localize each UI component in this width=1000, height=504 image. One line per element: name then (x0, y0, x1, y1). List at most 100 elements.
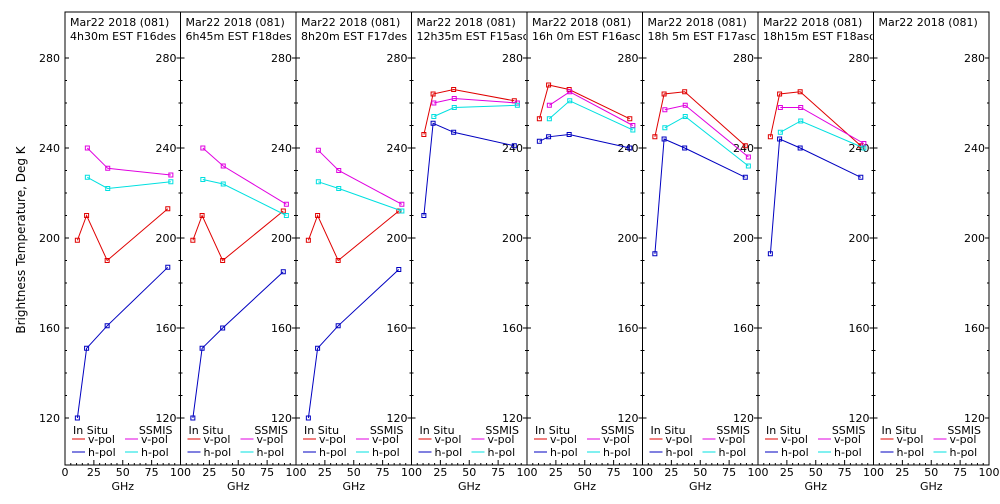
legend-ssmis-header: SSMIS (485, 424, 519, 437)
data-point (84, 145, 90, 151)
y-tick-label: 120 (964, 412, 985, 425)
panel-subtitle: 16h 0m EST F16asc (532, 30, 641, 43)
x-tick-label: 100 (170, 466, 191, 479)
data-point (546, 134, 552, 140)
y-tick-label: 160 (387, 322, 408, 335)
y-tick-label: 160 (733, 322, 754, 335)
y-tick-label: 240 (387, 142, 408, 155)
series-line (307, 210, 400, 262)
x-tick-label: 25 (318, 466, 332, 479)
y-tick-label: 240 (156, 142, 177, 155)
data-point (661, 136, 667, 142)
data-point (220, 258, 226, 263)
data-point (199, 213, 205, 218)
legend-label-insitu: h-pol (781, 446, 809, 459)
x-axis-label: GHz (458, 480, 481, 493)
data-point (220, 181, 226, 187)
y-tick-label: 120 (618, 412, 639, 425)
data-point (431, 100, 437, 106)
legend-insitu-header: In Situ (420, 424, 455, 437)
legend-ssmis-header: SSMIS (139, 424, 173, 437)
data-point (798, 118, 804, 124)
x-tick-label: 100 (517, 466, 538, 479)
panel-title: Mar22 2018 (081) (763, 16, 862, 29)
panel-subtitle: 18h 5m EST F17asc (648, 30, 757, 43)
data-point (567, 89, 573, 95)
data-point (451, 129, 457, 135)
panel-4: Mar22 2018 (081)12h35m EST F15asc 120 160 2… (411, 11, 538, 493)
x-tick-label: 100 (863, 466, 884, 479)
data-point (514, 102, 520, 108)
data-point (200, 177, 206, 182)
x-tick-label: 50 (809, 466, 823, 479)
legend-label-insitu: h-pol (897, 446, 925, 459)
data-point (566, 132, 572, 137)
legend-label-ssmis: h-pol (141, 446, 169, 459)
series-line (433, 104, 518, 117)
panel-2: Mar22 2018 (081)6h45m EST F18des 120 160 20… (180, 11, 307, 493)
legend-label-insitu: h-pol (435, 446, 463, 459)
y-tick-label: 200 (618, 232, 639, 245)
data-point (777, 105, 783, 110)
data-point (858, 174, 864, 180)
x-tick-label: 100 (286, 466, 307, 479)
series-line (423, 88, 515, 135)
x-axis-label: GHz (227, 480, 250, 493)
x-axis-label: GHz (920, 480, 943, 493)
data-point (104, 258, 110, 263)
y-tick-label: 280 (849, 52, 870, 65)
legend-ssmis-header: SSMIS (254, 424, 288, 437)
data-point (190, 415, 196, 421)
y-tick-label: 160 (271, 322, 292, 335)
panel-7: Mar22 2018 (081)18h15m EST F18asc 120 160 2… (757, 11, 884, 493)
legend-label-insitu: v-pol (666, 433, 693, 446)
panel-5: Mar22 2018 (081)16h 0m EST F16asc 120 160 2… (526, 11, 653, 493)
panel-title: Mar22 2018 (081) (648, 16, 747, 29)
legend-label-ssmis: h-pol (603, 446, 631, 459)
panel-title: Mar22 2018 (081) (70, 16, 169, 29)
legend-ssmis-header: SSMIS (716, 424, 750, 437)
series-line (423, 122, 515, 216)
data-point (105, 165, 111, 171)
legend-label-ssmis: h-pol (834, 446, 862, 459)
legend-insitu-header: In Situ (651, 424, 686, 437)
panel-title: Mar22 2018 (081) (301, 16, 400, 29)
data-point (682, 145, 688, 151)
y-tick-label: 200 (387, 232, 408, 245)
data-point (336, 168, 342, 173)
data-point (336, 186, 342, 191)
legend-label-ssmis: v-pol (372, 433, 399, 446)
panel-6: Mar22 2018 (081)18h 5m EST F17asc 120 160 2… (642, 11, 769, 493)
data-point (315, 147, 321, 153)
data-point (305, 237, 311, 243)
x-tick-label: 25 (895, 466, 909, 479)
x-tick-label: 75 (376, 466, 390, 479)
legend-label-ssmis: v-pol (719, 433, 746, 446)
series-line (780, 120, 865, 149)
data-point (165, 264, 171, 270)
data-point (777, 136, 783, 142)
data-point (536, 116, 542, 122)
data-point (536, 138, 542, 144)
x-tick-label: 75 (260, 466, 274, 479)
y-tick-label: 240 (733, 142, 754, 155)
x-tick-label: 25 (664, 466, 678, 479)
data-point (84, 213, 90, 218)
series-line (548, 100, 634, 131)
x-tick-label: 100 (979, 466, 1000, 479)
x-tick-label: 75 (953, 466, 967, 479)
series-line (202, 179, 287, 216)
x-axis-label: GHz (111, 480, 134, 493)
legend-ssmis-header: SSMIS (601, 424, 635, 437)
data-point (199, 345, 205, 351)
y-tick-label: 160 (964, 322, 985, 335)
panel-subtitle: 12h35m EST F15asc (417, 30, 529, 43)
data-point (661, 91, 667, 97)
legend-label-ssmis: h-pol (488, 446, 516, 459)
data-point (451, 87, 457, 92)
y-tick-label-left: 200 (39, 232, 60, 245)
data-point (767, 251, 773, 257)
panel-subtitle: 4h30m EST F16des (70, 30, 176, 43)
y-tick-label: 280 (156, 52, 177, 65)
